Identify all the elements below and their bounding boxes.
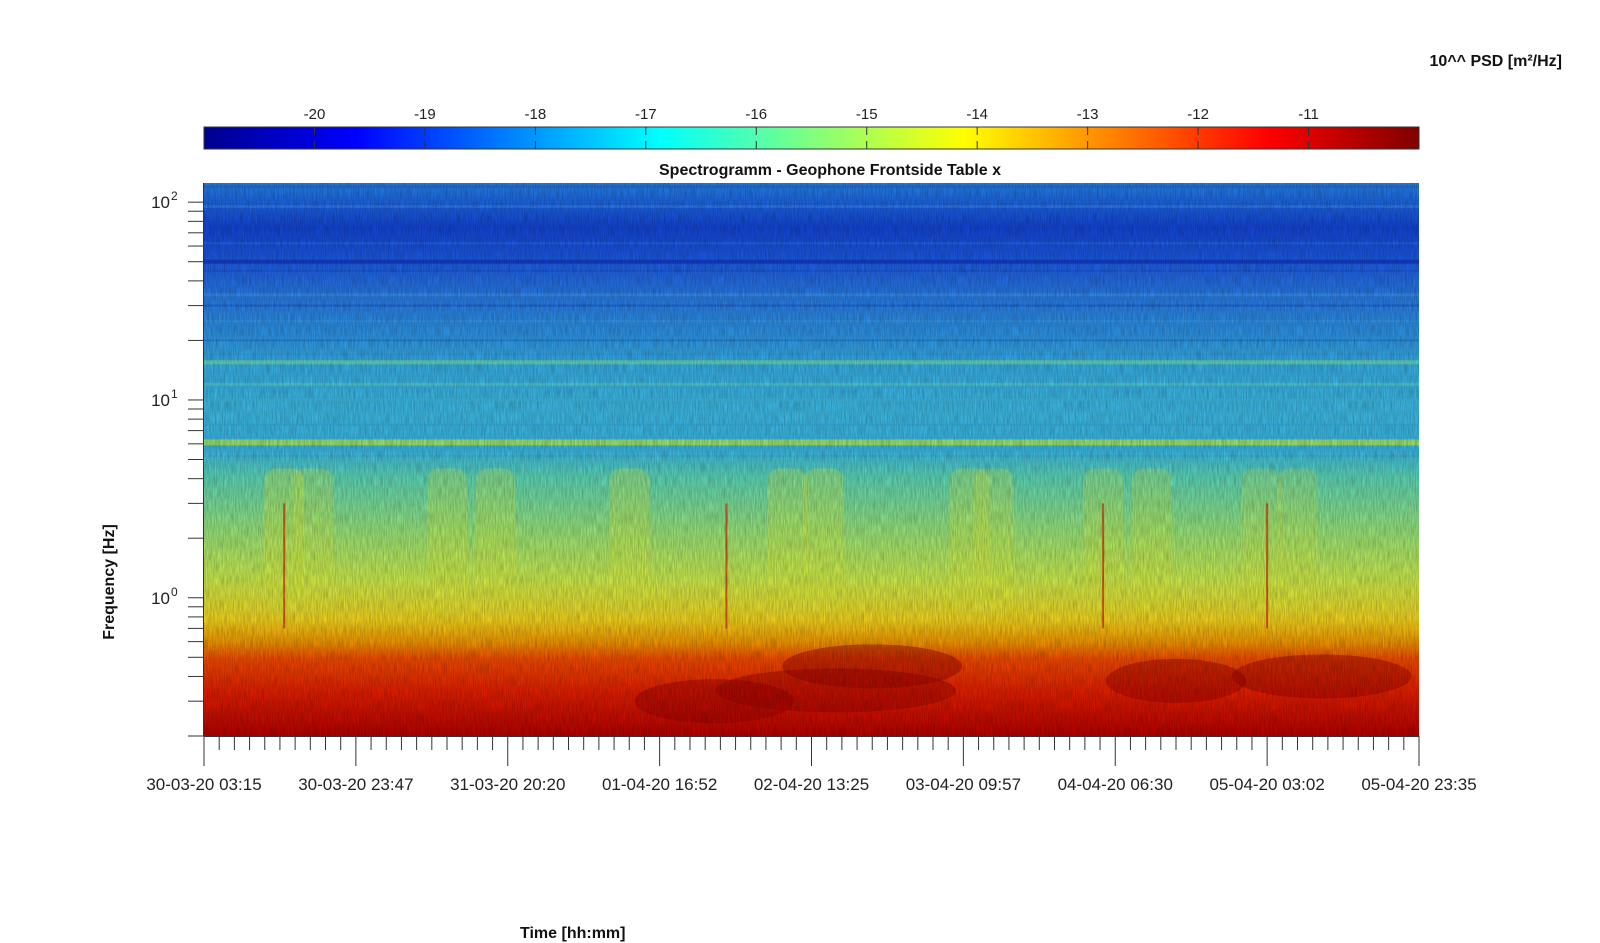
- x-axis-ticks: 30-03-20 03:15 30-03-20 23:47 31-03-20 20:…: [146, 736, 1477, 794]
- y-tick-label-exponent: 1: [171, 387, 178, 401]
- x-tick-label: 05-04-20 23:35: [1361, 775, 1476, 794]
- colorbar-unit-label: 10^^ PSD [m²/Hz]: [1429, 53, 1562, 70]
- x-tick-label: 30-03-20 23:47: [298, 775, 413, 794]
- x-tick-label: 30-03-20 03:15: [146, 775, 261, 794]
- colorbar-tick-label: -20: [304, 106, 326, 123]
- colorbar-tick-label: -17: [635, 106, 657, 123]
- colorbar-tick-label: -18: [525, 106, 547, 123]
- x-axis-label: Time [hh:mm]: [520, 925, 626, 942]
- colorbar-tick-label: -12: [1187, 106, 1209, 123]
- colorbar-tick-label: -16: [745, 106, 767, 123]
- colorbar-tick-label: -13: [1077, 106, 1099, 123]
- spectrogram-noise: [204, 183, 1419, 736]
- y-tick-label-base: 10: [151, 391, 170, 410]
- x-tick-label: 03-04-20 09:57: [906, 775, 1021, 794]
- x-tick-label: 02-04-20 13:25: [754, 775, 869, 794]
- colorbar-tick-label: -19: [414, 106, 436, 123]
- y-tick-label-base: 10: [151, 589, 170, 608]
- chart-title: Spectrogramm - Geophone Frontside Table …: [659, 162, 1001, 179]
- x-tick-label: 31-03-20 20:20: [450, 775, 565, 794]
- colorbar: [203, 126, 1420, 150]
- y-tick-label-base: 10: [151, 193, 170, 212]
- y-tick-label-exponent: 2: [171, 189, 178, 203]
- x-tick-label: 04-04-20 06:30: [1058, 775, 1173, 794]
- colorbar-tick-label: -14: [966, 106, 988, 123]
- colorbar-ticks: -20 -19 -18 -17 -16 -15 -14 -13 -12 -11: [304, 106, 1319, 149]
- colorbar-tick-label: -15: [856, 106, 878, 123]
- x-tick-label: 01-04-20 16:52: [602, 775, 717, 794]
- spectrogram-image: [204, 183, 1419, 736]
- x-tick-label: 05-04-20 03:02: [1209, 775, 1324, 794]
- y-tick-label-exponent: 0: [171, 585, 178, 599]
- colorbar-tick-label: -11: [1298, 106, 1319, 123]
